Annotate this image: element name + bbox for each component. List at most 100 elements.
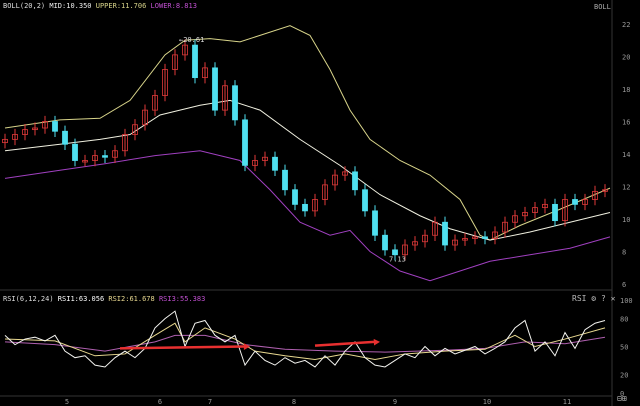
candle-body [422, 234, 428, 243]
boll-mid: MID:10.350 [49, 2, 92, 10]
candle-body [182, 44, 188, 56]
date-tick-label: 9 [393, 398, 397, 406]
rsi-tick-label: 0 [620, 390, 624, 398]
candle-body [602, 189, 608, 192]
price-tick-label: 6 [622, 281, 626, 289]
candle-body [132, 124, 138, 135]
price-tick-label: 20 [622, 54, 630, 62]
expand-icon[interactable]: ⊞ [621, 394, 627, 403]
candle-body [582, 199, 588, 205]
price-tick-label: 10 [622, 216, 630, 224]
candle-body [402, 244, 408, 256]
candle-body [192, 44, 198, 79]
candle-body [552, 203, 558, 222]
price-tick-label: 8 [622, 249, 626, 257]
candle-body [412, 241, 418, 246]
date-tick-label: 7 [208, 398, 212, 406]
trend-arrow [314, 340, 375, 347]
rsi-settings-label[interactable]: RSI [572, 294, 587, 303]
candle-body [532, 207, 538, 213]
candle-body [2, 138, 8, 144]
candle-body [512, 215, 518, 223]
rsi-tick-label: 80 [620, 316, 628, 324]
candle-body [502, 221, 508, 233]
price-tick-label: 22 [622, 21, 630, 29]
candle-body [162, 69, 168, 96]
candle-body [152, 95, 158, 111]
rsi-name: RSI(6,12,24) [3, 295, 54, 303]
candle-body [62, 130, 68, 145]
arrow-head [373, 338, 380, 346]
candle-body [432, 221, 438, 236]
date-tick-label: 5 [65, 398, 69, 406]
candle-body [452, 239, 458, 246]
candle-body [122, 134, 128, 152]
candle-body [42, 121, 48, 129]
rsi-tick-label: 100 [620, 297, 633, 305]
rsi1-line [4, 310, 606, 368]
help-icon[interactable]: ? [600, 294, 606, 303]
candle-body [542, 203, 548, 209]
price-tick-label: 18 [622, 86, 630, 94]
candle-body [12, 134, 18, 140]
candle-body [462, 238, 468, 241]
trend-arrow [119, 345, 245, 350]
price-tick-label: 12 [622, 184, 630, 192]
rsi3-value: RSI3:55.383 [158, 295, 206, 303]
date-tick-label: 8 [292, 398, 296, 406]
price-tick-label: 14 [622, 151, 630, 159]
candle-body [492, 231, 498, 239]
close-icon[interactable]: ✕ [610, 294, 616, 303]
candle-body [342, 171, 348, 176]
candle-body [142, 109, 148, 126]
candle-body [22, 129, 28, 135]
candle-body [292, 189, 298, 205]
candle-body [282, 169, 288, 191]
candle-body [212, 67, 218, 111]
boll-upper: UPPER:11.706 [95, 2, 147, 10]
candle-body [322, 184, 328, 200]
gear-icon[interactable]: ⚙ [591, 294, 597, 303]
candle-body [262, 156, 268, 161]
boll-indicator-label: BOLL [594, 3, 611, 11]
rsi2-value: RSI2:61.678 [108, 295, 155, 303]
candle-body [172, 54, 178, 70]
candle-body [562, 199, 568, 222]
candle-body [32, 127, 38, 131]
boll-lower: LOWER:8.813 [150, 2, 197, 10]
rsi-tick-label: 20 [620, 371, 628, 379]
candle-body [392, 249, 398, 256]
candle-body [522, 212, 528, 217]
candle-body [102, 155, 108, 158]
boll-mid-line [4, 99, 611, 241]
collapse-icon[interactable]: ⊟ [617, 394, 622, 403]
boll-lower-line [4, 150, 611, 282]
price-annotation: ←20.61 [179, 36, 204, 44]
candle-body [82, 160, 88, 163]
candle-body [312, 199, 318, 212]
candle-body [332, 174, 338, 186]
candle-body [52, 121, 58, 132]
date-tick-label: 10 [483, 398, 491, 406]
candle-body [472, 236, 478, 239]
candle-body [232, 85, 238, 121]
candle-body [352, 171, 358, 191]
candle-body [372, 210, 378, 236]
date-tick-label: 11 [563, 398, 571, 406]
rsi1-value: RSI1:63.056 [57, 295, 105, 303]
candle-body [302, 203, 308, 212]
price-tick-label: 16 [622, 119, 630, 127]
rsi-tick-label: 50 [620, 344, 628, 352]
candle-body [112, 150, 118, 158]
boll-name: BOLL(20,2) [3, 2, 46, 10]
candle-body [92, 155, 98, 161]
rsi3-line [4, 334, 606, 353]
candle-body [592, 190, 598, 200]
date-tick-label: 6 [158, 398, 162, 406]
candle-body [382, 234, 388, 251]
candle-body [272, 156, 278, 171]
candle-body [252, 160, 258, 166]
candle-body [482, 236, 488, 239]
price-annotation: 7.13 [389, 255, 406, 263]
